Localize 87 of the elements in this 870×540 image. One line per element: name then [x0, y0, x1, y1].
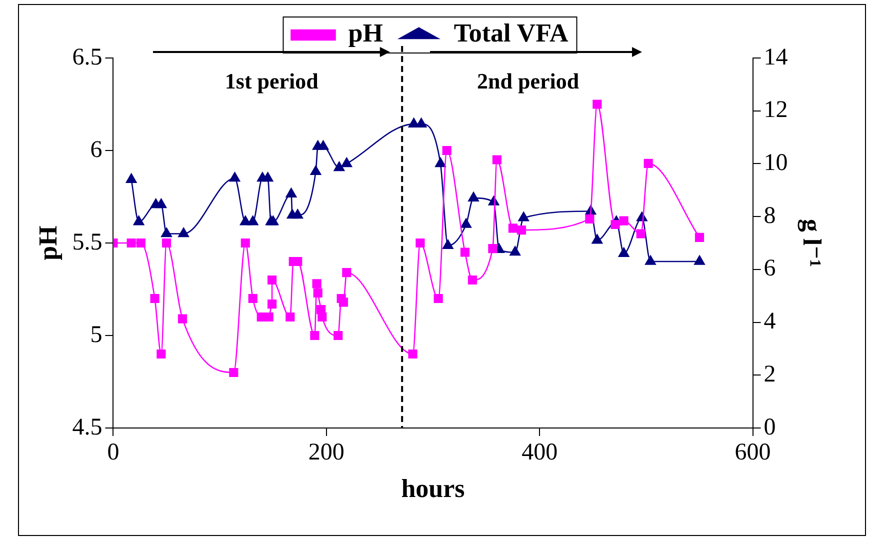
- point: [262, 172, 274, 182]
- y2-tick-label: 14: [764, 44, 788, 70]
- x-tick-label: 0: [107, 440, 120, 466]
- annotation: 2nd period: [477, 68, 580, 94]
- point: [161, 228, 172, 238]
- point: [492, 155, 502, 164]
- point: [516, 226, 526, 235]
- point: [645, 255, 656, 265]
- point: [694, 255, 705, 265]
- y-tick-label: 6.5: [72, 44, 102, 70]
- point: [468, 192, 479, 202]
- point: [313, 288, 322, 298]
- point: [468, 275, 477, 285]
- point: [460, 248, 470, 257]
- point: [416, 238, 425, 248]
- y-tick-label: 4.5: [72, 414, 102, 440]
- point: [312, 279, 322, 288]
- point: [229, 172, 240, 182]
- point: [318, 140, 329, 150]
- legend-label: Total VFA: [454, 18, 569, 48]
- point: [334, 162, 345, 172]
- point: [248, 294, 258, 304]
- point: [268, 216, 279, 226]
- point: [178, 314, 188, 324]
- point: [264, 312, 274, 322]
- point: [133, 216, 144, 226]
- point: [435, 158, 446, 168]
- point: [460, 218, 472, 228]
- point: [585, 214, 594, 224]
- y2-tick-label: 12: [764, 97, 788, 124]
- legend-label: pH: [348, 18, 383, 48]
- y-tick-label: 6: [90, 136, 102, 163]
- point: [156, 349, 166, 359]
- point: [341, 158, 352, 168]
- point: [310, 165, 322, 176]
- point: [342, 268, 352, 278]
- point: [247, 216, 258, 226]
- point: [592, 234, 603, 244]
- point: [286, 312, 295, 322]
- point: [310, 330, 320, 340]
- point: [286, 188, 297, 198]
- point: [508, 224, 518, 233]
- point: [644, 158, 653, 168]
- point: [178, 228, 189, 238]
- point: [488, 244, 498, 254]
- point: [318, 312, 327, 322]
- y2-tick-label: 2: [764, 361, 776, 388]
- point: [126, 173, 137, 183]
- point: [240, 216, 251, 226]
- point: [408, 349, 418, 359]
- annotation: 1st period: [224, 68, 318, 94]
- point: [126, 238, 136, 248]
- y-axis-title: pH: [33, 226, 62, 260]
- y2-axis-title: g l⁻¹: [798, 218, 827, 268]
- point: [694, 232, 704, 242]
- point: [338, 298, 348, 307]
- point: [619, 216, 628, 226]
- point: [267, 300, 277, 309]
- y2-tick-label: 6: [764, 256, 776, 282]
- point: [292, 209, 304, 219]
- x-tick-label: 600: [734, 440, 771, 466]
- y2-tick-label: 10: [764, 150, 788, 176]
- point: [229, 368, 238, 378]
- point: [518, 212, 530, 222]
- point: [442, 239, 454, 250]
- point: [510, 246, 520, 256]
- point: [434, 294, 443, 304]
- point: [156, 198, 167, 208]
- point: [592, 100, 602, 109]
- y-tick-label: 5: [90, 322, 102, 348]
- point: [267, 275, 277, 285]
- point: [636, 229, 646, 238]
- x-tick-label: 400: [522, 440, 558, 466]
- y-tick-label: 5.5: [72, 229, 102, 256]
- point: [618, 247, 630, 257]
- y2-tick-label: 0: [764, 414, 776, 440]
- y2-tick-label: 8: [764, 202, 776, 229]
- point: [240, 238, 250, 248]
- point: [162, 238, 172, 248]
- point: [334, 330, 343, 340]
- point: [610, 220, 620, 230]
- point: [442, 146, 452, 156]
- x-axis-title: hours: [401, 474, 465, 504]
- point: [136, 238, 146, 248]
- y2-tick-label: 4: [764, 308, 776, 335]
- x-tick-label: 200: [308, 440, 344, 466]
- point: [150, 294, 160, 304]
